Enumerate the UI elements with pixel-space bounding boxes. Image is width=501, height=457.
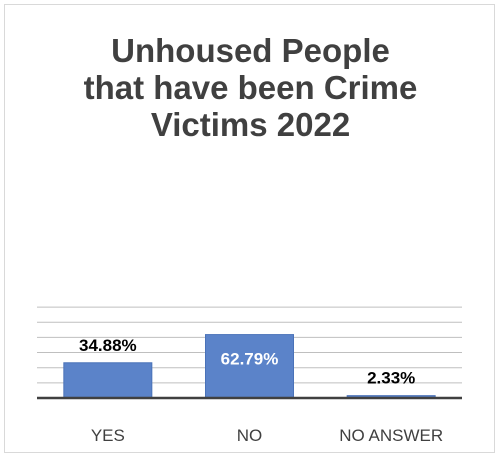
bar-yes (63, 362, 153, 399)
chart-title: Unhoused People that have been Crime Vic… (83, 32, 418, 143)
x-tick-label: NO (237, 426, 263, 445)
x-tick-label: YES (91, 426, 125, 445)
x-tick-label: NO ANSWER (339, 426, 443, 445)
data-label: 62.79% (221, 350, 279, 369)
data-label: 34.88% (79, 336, 137, 355)
bar-no (205, 334, 294, 399)
data-label: 2.33% (367, 369, 415, 388)
